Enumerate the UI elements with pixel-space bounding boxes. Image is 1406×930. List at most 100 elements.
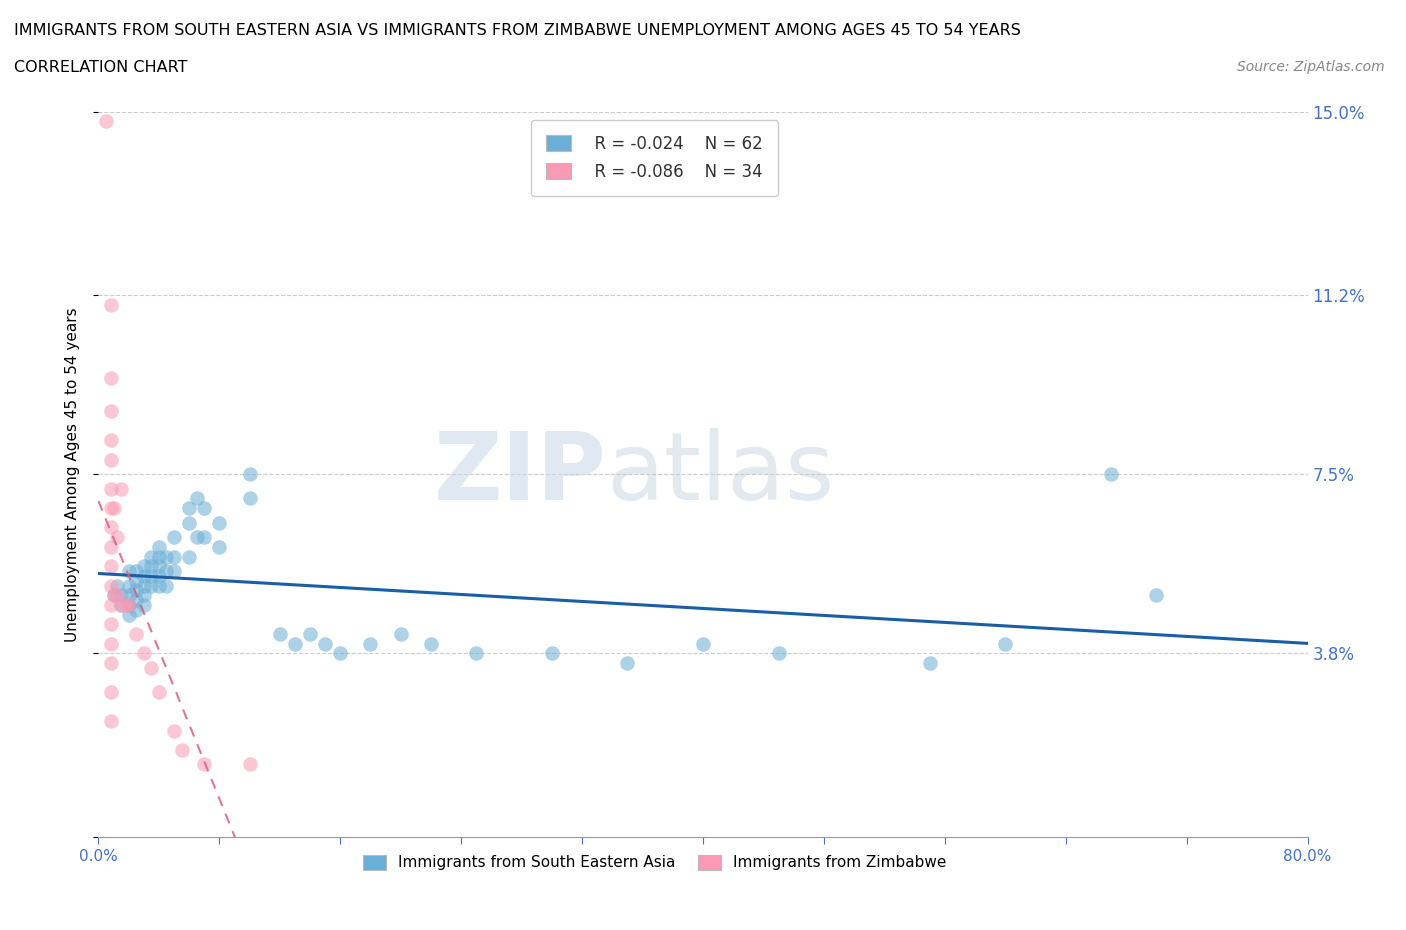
Point bbox=[1144, 588, 1167, 603]
Point bbox=[329, 645, 352, 660]
Point bbox=[768, 645, 790, 660]
Point bbox=[132, 559, 155, 574]
Point bbox=[100, 520, 122, 535]
Point bbox=[299, 627, 322, 642]
Point bbox=[100, 452, 122, 467]
Point bbox=[193, 757, 215, 772]
Text: Source: ZipAtlas.com: Source: ZipAtlas.com bbox=[1237, 60, 1385, 74]
Point bbox=[179, 549, 201, 564]
Point bbox=[179, 515, 201, 530]
Point bbox=[100, 298, 122, 312]
Point bbox=[155, 578, 177, 593]
Point bbox=[148, 578, 170, 593]
Point bbox=[314, 636, 336, 651]
Point bbox=[155, 564, 177, 578]
Point bbox=[100, 713, 122, 728]
Point bbox=[994, 636, 1017, 651]
Point bbox=[100, 617, 122, 631]
Point bbox=[100, 433, 122, 448]
Point bbox=[105, 578, 128, 593]
Legend: Immigrants from South Eastern Asia, Immigrants from Zimbabwe: Immigrants from South Eastern Asia, Immi… bbox=[357, 849, 953, 876]
Point bbox=[239, 467, 262, 482]
Point bbox=[186, 530, 208, 545]
Point bbox=[100, 656, 122, 671]
Point bbox=[616, 656, 638, 671]
Point bbox=[692, 636, 714, 651]
Point bbox=[100, 482, 122, 497]
Point bbox=[118, 588, 141, 603]
Point bbox=[114, 597, 136, 612]
Point bbox=[239, 757, 262, 772]
Point bbox=[163, 530, 186, 545]
Point bbox=[118, 597, 141, 612]
Point bbox=[100, 404, 122, 418]
Point bbox=[110, 597, 132, 612]
Point bbox=[389, 627, 412, 642]
Point bbox=[100, 684, 122, 699]
Point bbox=[208, 539, 231, 554]
Point bbox=[170, 742, 193, 757]
Point bbox=[163, 724, 186, 738]
Point bbox=[918, 656, 941, 671]
Point bbox=[284, 636, 307, 651]
Text: CORRELATION CHART: CORRELATION CHART bbox=[14, 60, 187, 75]
Point bbox=[141, 578, 163, 593]
Point bbox=[125, 627, 148, 642]
Point bbox=[100, 500, 122, 515]
Point bbox=[193, 500, 215, 515]
Point bbox=[125, 603, 148, 618]
Point bbox=[141, 660, 163, 675]
Point bbox=[100, 578, 122, 593]
Point bbox=[100, 559, 122, 574]
Text: IMMIGRANTS FROM SOUTH EASTERN ASIA VS IMMIGRANTS FROM ZIMBABWE UNEMPLOYMENT AMON: IMMIGRANTS FROM SOUTH EASTERN ASIA VS IM… bbox=[14, 23, 1021, 38]
Text: atlas: atlas bbox=[606, 429, 835, 520]
Point bbox=[110, 588, 132, 603]
Point bbox=[141, 549, 163, 564]
Point bbox=[118, 607, 141, 622]
Point bbox=[141, 568, 163, 583]
Point bbox=[103, 588, 125, 603]
Point bbox=[105, 588, 128, 603]
Text: ZIP: ZIP bbox=[433, 429, 606, 520]
Point bbox=[148, 559, 170, 574]
Point bbox=[193, 530, 215, 545]
Point bbox=[360, 636, 382, 651]
Point bbox=[125, 583, 148, 598]
Point bbox=[540, 645, 562, 660]
Point bbox=[239, 491, 262, 506]
Point bbox=[420, 636, 443, 651]
Point bbox=[118, 578, 141, 593]
Point bbox=[132, 578, 155, 593]
Point bbox=[155, 549, 177, 564]
Point bbox=[132, 568, 155, 583]
Point bbox=[125, 564, 148, 578]
Point bbox=[110, 482, 132, 497]
Point bbox=[132, 588, 155, 603]
Point bbox=[465, 645, 488, 660]
Point bbox=[163, 549, 186, 564]
Point bbox=[132, 645, 155, 660]
Y-axis label: Unemployment Among Ages 45 to 54 years: Unemployment Among Ages 45 to 54 years bbox=[65, 307, 80, 642]
Point bbox=[148, 568, 170, 583]
Point bbox=[105, 530, 128, 545]
Point bbox=[186, 491, 208, 506]
Point bbox=[103, 588, 125, 603]
Point bbox=[125, 592, 148, 607]
Point bbox=[118, 597, 141, 612]
Point bbox=[118, 564, 141, 578]
Point bbox=[141, 559, 163, 574]
Point bbox=[100, 539, 122, 554]
Point bbox=[148, 539, 170, 554]
Point bbox=[100, 597, 122, 612]
Point bbox=[100, 370, 122, 385]
Point bbox=[179, 500, 201, 515]
Point bbox=[94, 113, 117, 128]
Point bbox=[100, 636, 122, 651]
Point bbox=[269, 627, 291, 642]
Point bbox=[148, 549, 170, 564]
Point bbox=[103, 500, 125, 515]
Point bbox=[148, 684, 170, 699]
Point bbox=[163, 564, 186, 578]
Point bbox=[208, 515, 231, 530]
Point bbox=[110, 597, 132, 612]
